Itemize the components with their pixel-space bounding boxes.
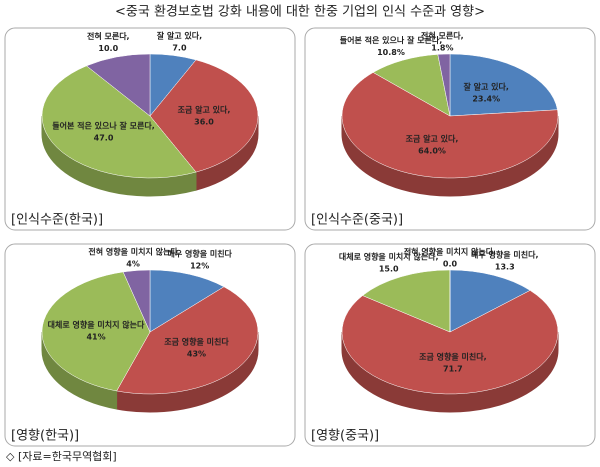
slice-label: 전혀 모른다, [87,31,130,41]
slice [116,286,259,395]
value-label: 0.0 [443,260,458,269]
slice-label: 대체로 영향을 미치지 않는다 [48,320,145,330]
value-label: 15.0 [379,264,399,273]
panel-title: [인식수준(중국)] [311,213,403,228]
slice-label: 잘 알고 있다, [464,82,509,92]
slice-label: 들어본 적은 있으나 잘 모른다, [52,120,155,130]
slice-label: 대체로 영향을 미치지 않는다, [339,251,439,261]
panel-frame [304,243,596,447]
slice [449,53,558,117]
slice-label: 매우 영향을 미친다 [167,248,232,258]
panel-frame [4,243,296,447]
slice-label: 조금 영향을 미친다 [164,336,229,346]
value-label: 64.0% [418,147,446,156]
value-label: 10.0 [98,44,118,53]
value-label: 23.4% [472,95,500,104]
value-label: 36.0 [194,118,214,127]
slice [86,53,151,117]
panel-frame [4,27,296,231]
slice [437,53,451,117]
value-label: 1.8% [431,44,453,53]
panel-title: [영향(한국)] [11,429,79,444]
slice-label: 조금 알고 있다, [406,134,459,144]
slice [372,54,451,117]
slice-label: 잘 알고 있다, [157,31,202,41]
slice [122,269,151,333]
slice [449,269,531,333]
slice [41,271,151,392]
slice-label: 전혀 영향을 미치지 않는다, [404,247,496,257]
slice [341,290,559,395]
slice [362,269,451,333]
panel-title: [영향(중국)] [311,429,379,444]
slice [149,59,259,173]
panel-frame [304,27,596,231]
page-title: <중국 환경보호법 강화 내용에 대한 한중 기업의 인식 수준과 영향> [115,5,485,20]
value-label: 13.3 [495,263,515,272]
value-label: 43% [187,349,206,358]
value-label: 41% [86,333,105,342]
slice-label: 전혀 모른다, [421,31,464,41]
slice [149,269,225,333]
value-label: 4% [126,260,140,269]
value-label: 47.0 [94,133,114,142]
source: ◇ [자료=한국무역협회] [6,450,117,463]
slice [41,65,197,179]
slice-label: 전혀 영향을 미치지 않는다 [88,247,178,257]
value-label: 10.8% [377,48,405,57]
slice-label: 조금 영향을 미친다, [419,351,487,361]
slice-label: 매우 영향을 미친다, [471,250,539,260]
value-label: 12% [190,261,209,270]
panel-title: [인식수준(한국)] [11,213,103,228]
value-label: 71.7 [443,364,463,373]
slice-label: 들어본 적은 있으나 잘 모른다, [340,35,443,45]
slice [341,72,559,179]
value-label: 7.0 [172,44,187,53]
slice-label: 조금 알고 있다, [178,105,231,115]
